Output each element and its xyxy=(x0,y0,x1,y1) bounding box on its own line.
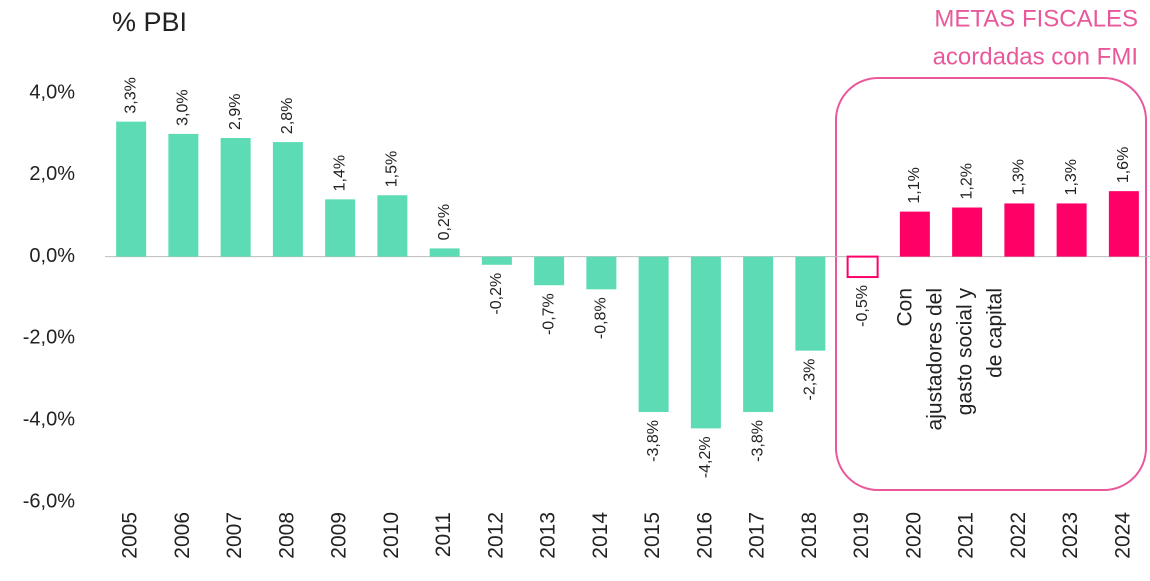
chart-subtitle: % PBI xyxy=(112,7,187,37)
x-tick-label: 2016 xyxy=(693,512,716,559)
y-tick-label: -4,0% xyxy=(23,408,75,430)
highlight-box xyxy=(835,77,1147,491)
bar xyxy=(899,211,930,257)
data-label: -0,5% xyxy=(854,285,871,327)
annotation: ajustadores del xyxy=(924,288,947,430)
x-tick-label: 2013 xyxy=(537,512,560,559)
data-label: -0,2% xyxy=(488,273,505,315)
data-label: 2,9% xyxy=(227,94,244,130)
bar xyxy=(220,137,251,257)
bar xyxy=(534,256,565,286)
x-tick-label: 2012 xyxy=(484,512,507,559)
y-tick-label: 4,0% xyxy=(29,81,75,103)
bar xyxy=(586,256,617,290)
x-tick-label: 2018 xyxy=(798,512,821,559)
x-tick-label: 2021 xyxy=(955,512,978,559)
bar xyxy=(272,142,303,257)
x-tick-label: 2005 xyxy=(119,512,142,559)
bar xyxy=(1108,191,1139,257)
annotation: gasto social y xyxy=(954,288,977,416)
bar xyxy=(743,256,774,413)
data-label: -0,8% xyxy=(593,297,610,339)
x-tick-label: 2020 xyxy=(902,512,925,559)
y-tick-label: 2,0% xyxy=(29,163,75,185)
bar xyxy=(952,207,983,257)
bar xyxy=(795,256,826,351)
bar xyxy=(429,248,460,257)
bar xyxy=(481,256,512,265)
data-label: 1,6% xyxy=(1115,147,1132,183)
data-label: 1,3% xyxy=(1011,159,1028,195)
data-label: 1,4% xyxy=(331,155,348,191)
x-tick-label: 2009 xyxy=(328,512,351,559)
data-label: 1,3% xyxy=(1063,159,1080,195)
annotation: de capital xyxy=(984,288,1007,378)
annotation: METAS FISCALES xyxy=(934,5,1138,32)
bar xyxy=(638,256,669,413)
x-tick-label: 2022 xyxy=(1007,512,1030,559)
y-tick-label: -6,0% xyxy=(23,490,75,512)
data-label: -2,3% xyxy=(802,359,819,401)
data-label: 3,0% xyxy=(175,89,192,125)
x-tick-label: 2017 xyxy=(746,512,769,559)
bar xyxy=(168,133,199,257)
data-label: -4,2% xyxy=(697,436,714,478)
bar xyxy=(116,121,147,257)
data-label: 2,8% xyxy=(279,98,296,134)
bar xyxy=(1004,203,1035,257)
bar xyxy=(1056,203,1087,257)
x-tick-label: 2008 xyxy=(275,512,298,559)
annotation: acordadas con FMI xyxy=(933,43,1138,70)
data-label: 0,2% xyxy=(436,204,453,240)
bar xyxy=(846,255,879,279)
x-tick-label: 2024 xyxy=(1111,512,1134,559)
bar xyxy=(325,199,356,257)
data-label: -0,7% xyxy=(540,293,557,335)
bar xyxy=(690,256,721,429)
data-label: 3,3% xyxy=(122,77,139,113)
x-tick-label: 2014 xyxy=(589,512,612,559)
x-tick-label: 2007 xyxy=(223,512,246,559)
x-tick-label: 2006 xyxy=(171,512,194,559)
data-label: 1,5% xyxy=(384,151,401,187)
x-tick-label: 2011 xyxy=(432,512,455,557)
x-tick-label: 2015 xyxy=(641,512,664,559)
x-tick-label: 2023 xyxy=(1059,512,1082,559)
y-tick-label: -2,0% xyxy=(23,327,75,349)
data-label: -3,8% xyxy=(749,420,766,462)
data-label: 1,2% xyxy=(958,163,975,199)
x-tick-label: 2010 xyxy=(380,512,403,559)
bar xyxy=(377,195,408,257)
y-tick-label: 0,0% xyxy=(29,245,75,267)
data-label: 1,1% xyxy=(906,167,923,203)
data-label: -3,8% xyxy=(645,420,662,462)
annotation: Con xyxy=(894,288,917,327)
x-tick-label: 2019 xyxy=(850,512,873,559)
